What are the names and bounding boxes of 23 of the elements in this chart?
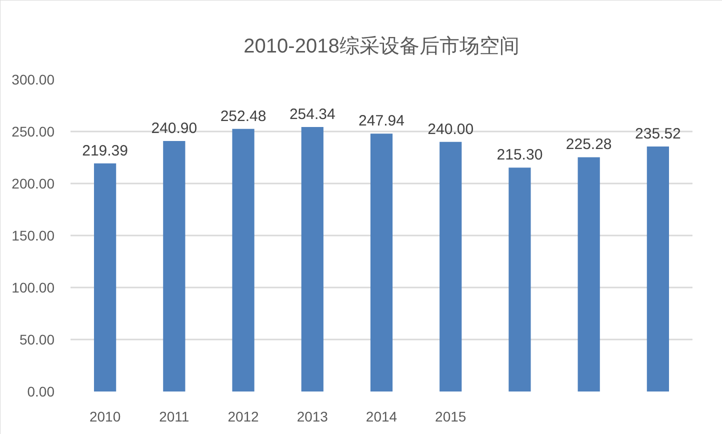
- x-tick-label: 2015: [435, 408, 466, 424]
- x-tick-label: 2012: [228, 408, 260, 424]
- y-tick-label: 250.00: [12, 124, 55, 140]
- y-tick-label: 200.00: [12, 176, 55, 192]
- y-tick-label: 50.00: [19, 332, 55, 348]
- x-tick-label: 2010: [89, 408, 121, 424]
- x-tick-label: 2011: [159, 408, 190, 424]
- x-tick-label: 2014: [366, 408, 398, 424]
- y-tick-label: 300.00: [12, 72, 55, 88]
- chart-title: 2010-2018综采设备后市场空间: [244, 36, 520, 58]
- y-tick-label: 100.00: [12, 280, 55, 296]
- x-tick-label: 2013: [296, 408, 328, 424]
- data-label: 252.48: [220, 108, 266, 125]
- data-label: 235.52: [635, 126, 681, 143]
- y-tick-label: 0.00: [27, 384, 55, 400]
- data-label: 225.28: [566, 136, 612, 154]
- data-label: 215.30: [496, 146, 543, 164]
- y-tick-label: 150.00: [12, 228, 55, 244]
- data-label: 240.90: [151, 120, 198, 137]
- data-label: 247.94: [358, 112, 404, 130]
- data-label: 254.34: [289, 106, 336, 123]
- data-label: 240.00: [428, 120, 474, 138]
- data-label: 219.39: [82, 142, 128, 160]
